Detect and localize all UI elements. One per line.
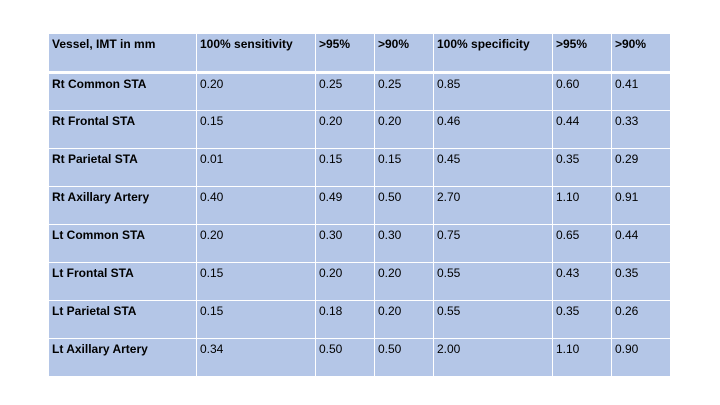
table-row: Lt Parietal STA 0.15 0.18 0.20 0.55 0.35… [48, 300, 671, 339]
table-cell: 0.60 [552, 72, 612, 111]
table-cell: 0.65 [552, 224, 612, 263]
table-cell: 0.44 [552, 110, 612, 149]
table-row: Lt Common STA 0.20 0.30 0.30 0.75 0.65 0… [48, 224, 671, 263]
table-row: Rt Common STA 0.20 0.25 0.25 0.85 0.60 0… [48, 72, 671, 111]
row-label: Lt Frontal STA [48, 262, 197, 301]
table-cell: 0.90 [611, 338, 671, 377]
table-cell: 0.20 [196, 72, 316, 111]
table-header: Vessel, IMT in mm 100% sensitivity >95% … [48, 33, 671, 74]
table-row: Lt Axillary Artery 0.34 0.50 0.50 2.00 1… [48, 338, 671, 377]
row-label: Rt Parietal STA [48, 148, 197, 187]
table-cell: 0.75 [433, 224, 553, 263]
imt-cutoff-table: Vessel, IMT in mm 100% sensitivity >95% … [48, 33, 671, 377]
table-cell: 0.30 [374, 224, 434, 263]
table-row: Rt Axillary Artery 0.40 0.49 0.50 2.70 1… [48, 186, 671, 225]
table-cell: 0.26 [611, 300, 671, 339]
table-cell: 0.44 [611, 224, 671, 263]
table-cell: 0.18 [315, 300, 375, 339]
table-cell: 0.15 [196, 110, 316, 149]
table-cell: 0.15 [196, 300, 316, 339]
table-cell: 0.43 [552, 262, 612, 301]
table-cell: 0.34 [196, 338, 316, 377]
table-cell: 0.15 [374, 148, 434, 187]
table-cell: 0.20 [196, 224, 316, 263]
header-specificity-90: >90% [611, 33, 671, 74]
table-cell: 0.20 [374, 110, 434, 149]
table-cell: 0.20 [374, 262, 434, 301]
table-cell: 0.15 [196, 262, 316, 301]
header-specificity-100: 100% specificity [433, 33, 553, 74]
header-row: Vessel, IMT in mm 100% sensitivity >95% … [48, 33, 671, 74]
table-cell: 0.50 [315, 338, 375, 377]
row-label: Rt Frontal STA [48, 110, 197, 149]
table-cell: 0.15 [315, 148, 375, 187]
table-cell: 0.20 [374, 300, 434, 339]
table-cell: 0.25 [315, 72, 375, 111]
table-cell: 0.01 [196, 148, 316, 187]
header-sensitivity-90: >90% [374, 33, 434, 74]
table-cell: 0.20 [315, 110, 375, 149]
table-body: Rt Common STA 0.20 0.25 0.25 0.85 0.60 0… [48, 72, 671, 377]
table-row: Lt Frontal STA 0.15 0.20 0.20 0.55 0.43 … [48, 262, 671, 301]
row-label: Rt Common STA [48, 72, 197, 111]
table-cell: 0.35 [552, 300, 612, 339]
table-cell: 0.33 [611, 110, 671, 149]
table-cell: 0.41 [611, 72, 671, 111]
row-label: Lt Common STA [48, 224, 197, 263]
table-cell: 0.29 [611, 148, 671, 187]
table-cell: 0.91 [611, 186, 671, 225]
table-cell: 0.85 [433, 72, 553, 111]
table-cell: 0.40 [196, 186, 316, 225]
table-cell: 0.55 [433, 300, 553, 339]
row-label: Lt Parietal STA [48, 300, 197, 339]
header-sensitivity-95: >95% [315, 33, 375, 74]
row-label: Lt Axillary Artery [48, 338, 197, 377]
table-cell: 0.30 [315, 224, 375, 263]
table-cell: 2.70 [433, 186, 553, 225]
table-cell: 0.25 [374, 72, 434, 111]
header-sensitivity-100: 100% sensitivity [196, 33, 316, 74]
table-row: Rt Frontal STA 0.15 0.20 0.20 0.46 0.44 … [48, 110, 671, 149]
table-cell: 0.45 [433, 148, 553, 187]
table-cell: 0.49 [315, 186, 375, 225]
table-cell: 1.10 [552, 338, 612, 377]
row-label: Rt Axillary Artery [48, 186, 197, 225]
table-cell: 1.10 [552, 186, 612, 225]
table-row: Rt Parietal STA 0.01 0.15 0.15 0.45 0.35… [48, 148, 671, 187]
table-cell: 0.50 [374, 186, 434, 225]
table-cell: 2.00 [433, 338, 553, 377]
header-vessel: Vessel, IMT in mm [48, 33, 197, 74]
table-cell: 0.46 [433, 110, 553, 149]
table-cell: 0.50 [374, 338, 434, 377]
header-specificity-95: >95% [552, 33, 612, 74]
table-cell: 0.35 [552, 148, 612, 187]
table-cell: 0.20 [315, 262, 375, 301]
table-cell: 0.35 [611, 262, 671, 301]
table-cell: 0.55 [433, 262, 553, 301]
